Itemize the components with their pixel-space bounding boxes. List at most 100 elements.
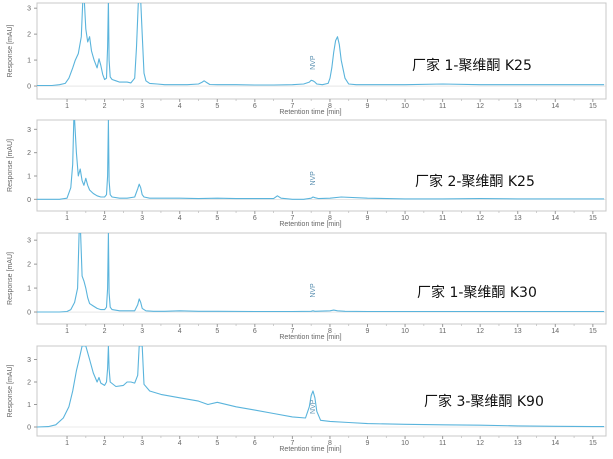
y-axis-label: Response [mAU]	[7, 24, 14, 77]
y-tick-label: 3	[27, 127, 31, 134]
series-line-1	[37, 346, 605, 428]
x-tick-label: 4	[178, 103, 182, 110]
x-tick-label: 1	[65, 215, 69, 222]
peak-annotation: NVP	[310, 399, 317, 414]
x-tick-label: 3	[140, 215, 144, 222]
sample-label-2: 厂家 2-聚维酮 K25	[415, 174, 535, 190]
sample-label-3: 厂家 1-聚维酮 K30	[417, 285, 537, 301]
x-tick-label: 1	[65, 328, 69, 335]
x-tick-label: 5	[215, 440, 219, 447]
x-tick-label: 7	[290, 103, 294, 110]
x-tick-label: 6	[253, 440, 257, 447]
x-tick-label: 7	[290, 215, 294, 222]
y-tick-label: 3	[27, 6, 31, 13]
series-line-1	[37, 120, 605, 200]
y-tick-label: 0	[27, 425, 31, 432]
y-tick-label: 2	[27, 32, 31, 39]
x-tick-label: 6	[253, 215, 257, 222]
peak-annotation: NVP	[310, 283, 317, 298]
x-tick-label: 4	[178, 440, 182, 447]
x-tick-label: 12	[476, 328, 484, 335]
x-tick-label: 10	[401, 328, 409, 335]
y-tick-label: 1	[27, 58, 31, 65]
y-tick-label: 0	[27, 84, 31, 91]
y-axis-label: Response [mAU]	[7, 139, 14, 192]
sample-label-1: 厂家 1-聚维酮 K25	[412, 58, 532, 74]
x-tick-label: 13	[514, 103, 522, 110]
x-tick-label: 14	[551, 440, 559, 447]
x-tick-label: 3	[140, 328, 144, 335]
y-axis-label: Response [mAU]	[7, 364, 14, 417]
x-tick-label: 14	[551, 328, 559, 335]
x-tick-label: 15	[589, 215, 597, 222]
x-tick-label: 9	[366, 103, 370, 110]
x-tick-label: 12	[476, 215, 484, 222]
x-tick-label: 2	[103, 103, 107, 110]
x-tick-label: 13	[514, 440, 522, 447]
x-tick-label: 3	[140, 440, 144, 447]
x-tick-label: 11	[439, 440, 446, 447]
x-tick-label: 8	[328, 103, 332, 110]
x-tick-label: 8	[328, 215, 332, 222]
y-tick-label: 3	[27, 238, 31, 245]
y-tick-label: 1	[27, 174, 31, 181]
x-tick-label: 6	[253, 328, 257, 335]
x-tick-label: 11	[439, 103, 446, 110]
x-tick-label: 2	[103, 440, 107, 447]
x-tick-label: 5	[215, 215, 219, 222]
x-tick-label: 12	[476, 440, 484, 447]
series-line-1	[37, 233, 605, 313]
x-tick-label: 7	[290, 328, 294, 335]
x-tick-label: 3	[140, 103, 144, 110]
plot-frame	[36, 345, 607, 437]
y-axis-label: Response [mAU]	[7, 252, 14, 305]
plot-frame	[36, 119, 607, 212]
x-axis-label: Retention time [min]	[279, 334, 341, 341]
y-tick-label: 0	[27, 197, 31, 204]
peak-annotation: NVP	[310, 171, 317, 186]
x-tick-label: 7	[290, 440, 294, 447]
x-tick-label: 9	[366, 328, 370, 335]
sample-label-4: 厂家 3-聚维酮 K90	[424, 394, 544, 410]
x-tick-label: 15	[589, 328, 597, 335]
peak-annotation: NVP	[310, 55, 317, 70]
y-tick-label: 0	[27, 310, 31, 317]
x-tick-label: 10	[401, 440, 409, 447]
x-tick-label: 2	[103, 328, 107, 335]
y-tick-label: 3	[27, 357, 31, 364]
y-tick-label: 2	[27, 150, 31, 157]
x-axis-label: Retention time [min]	[279, 446, 341, 453]
x-tick-label: 8	[328, 328, 332, 335]
x-tick-label: 13	[514, 215, 522, 222]
x-tick-label: 4	[178, 328, 182, 335]
x-tick-label: 5	[215, 103, 219, 110]
x-tick-label: 12	[476, 103, 484, 110]
x-tick-label: 10	[401, 103, 409, 110]
y-tick-label: 1	[27, 286, 31, 293]
x-tick-label: 15	[589, 440, 597, 447]
x-tick-label: 8	[328, 440, 332, 447]
x-tick-label: 14	[551, 103, 559, 110]
y-tick-label: 2	[27, 262, 31, 269]
x-tick-label: 11	[439, 215, 446, 222]
x-tick-label: 10	[401, 215, 409, 222]
x-tick-label: 6	[253, 103, 257, 110]
x-tick-label: 9	[366, 440, 370, 447]
x-tick-label: 5	[215, 328, 219, 335]
x-tick-label: 4	[178, 215, 182, 222]
x-tick-label: 15	[589, 103, 597, 110]
x-tick-label: 14	[551, 215, 559, 222]
x-tick-label: 9	[366, 215, 370, 222]
x-tick-label: 1	[65, 103, 69, 110]
series-line-1	[37, 3, 605, 87]
x-tick-label: 11	[439, 328, 446, 335]
x-tick-label: 2	[103, 215, 107, 222]
plot-frame	[36, 2, 607, 100]
plot-frame	[36, 232, 607, 325]
x-tick-label: 13	[514, 328, 522, 335]
